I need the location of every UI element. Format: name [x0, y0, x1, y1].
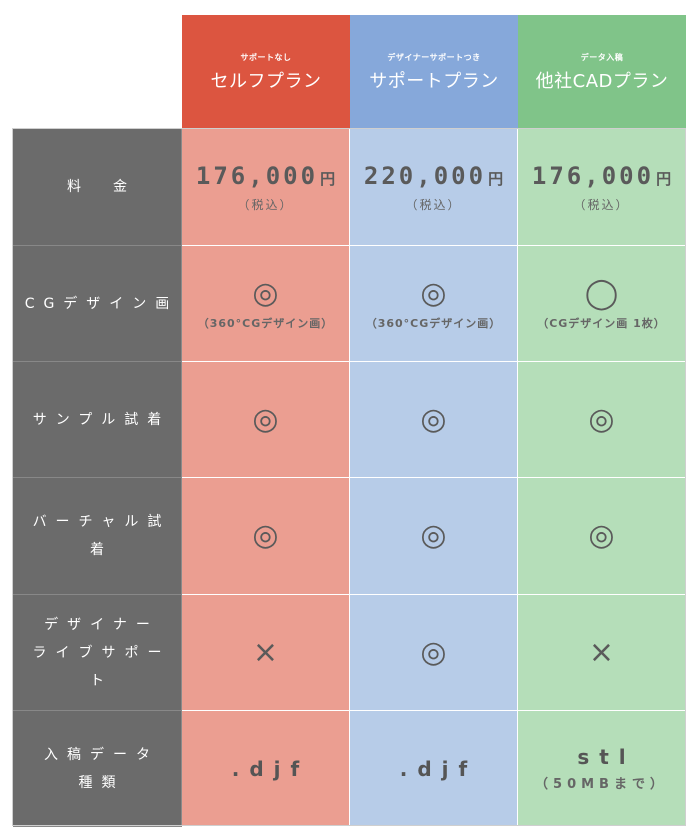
plan-header-sub: データ入稿: [580, 52, 624, 62]
double-circle-icon: ◎: [420, 518, 447, 553]
row-label-line1: デザイナー: [44, 616, 159, 633]
sample-cell-support: ◎: [350, 362, 518, 478]
row-label-text: サンプル試着: [32, 411, 171, 428]
file-size-note: （50MBまで）: [535, 777, 668, 792]
virtual-cell-self: ◎: [182, 478, 350, 595]
virtual-cell-support: ◎: [350, 478, 518, 595]
plan-header-name: サポートプラン: [369, 70, 499, 92]
price-amount: 176,000 円: [196, 162, 335, 190]
price-tax-note: （税込）: [573, 197, 630, 212]
cg-note: （360°CGデザイン画）: [197, 316, 334, 330]
row-label-text: バーチャル試着: [32, 514, 171, 558]
row-label-text: 料 金: [67, 179, 136, 195]
row-label-file: 入稿データ 種類: [13, 711, 182, 827]
double-circle-icon: ◎: [252, 275, 279, 311]
plan-header-name: セルフプラン: [210, 70, 322, 92]
price-unit: 円: [656, 169, 672, 188]
row-label-line1: 入稿データ: [44, 746, 159, 763]
price-unit: 円: [488, 169, 504, 188]
price-value: 176,000: [195, 161, 319, 190]
price-tax-note: （税込）: [405, 197, 462, 212]
cg-cell-cad: ◯ （CGデザイン画 1枚）: [518, 246, 686, 362]
price-unit: 円: [320, 169, 336, 188]
cg-note: （CGデザイン画 1枚）: [537, 316, 666, 330]
double-circle-icon: ◎: [252, 401, 279, 437]
plan-header-cad: データ入稿 他社CADプラン: [518, 15, 686, 129]
double-circle-icon: ◎: [420, 401, 447, 437]
plan-header-self: サポートなし セルフプラン: [182, 15, 350, 129]
price-tax-note: （税込）: [237, 197, 294, 212]
cg-note: （360°CGデザイン画）: [365, 316, 502, 330]
cross-icon: ×: [252, 634, 279, 670]
plan-header-sub: デザイナーサポートつき: [387, 52, 481, 62]
price-value: 220,000: [363, 161, 487, 190]
row-label-cg: CGデザイン画: [13, 246, 182, 362]
row-label-sample: サンプル試着: [13, 362, 182, 478]
file-cell-cad: stl （50MBまで）: [518, 711, 686, 827]
row-label-price: 料 金: [13, 129, 182, 246]
row-label-line2: ライブサポート: [32, 644, 171, 689]
file-type: .djf: [231, 756, 310, 781]
double-circle-icon: ◎: [588, 401, 615, 437]
row-label-line2: 種類: [78, 774, 125, 791]
price-cell-cad: 176,000 円 （税込）: [518, 129, 686, 246]
plan-header-name: 他社CADプラン: [535, 70, 669, 92]
double-circle-icon: ◎: [420, 275, 447, 311]
circle-icon: ◯: [584, 275, 619, 311]
cross-icon: ×: [588, 634, 615, 670]
cg-cell-support: ◎ （360°CGデザイン画）: [350, 246, 518, 362]
file-cell-support: .djf: [350, 711, 518, 827]
plan-header-support: デザイナーサポートつき サポートプラン: [350, 15, 518, 129]
designer-cell-support: ◎: [350, 595, 518, 711]
price-cell-self: 176,000 円 （税込）: [182, 129, 350, 246]
designer-cell-cad: ×: [518, 595, 686, 711]
file-type: stl: [577, 745, 636, 769]
price-amount: 176,000 円: [532, 162, 671, 190]
double-circle-icon: ◎: [252, 518, 279, 553]
file-type: .djf: [399, 756, 478, 781]
price-value: 176,000: [531, 161, 655, 190]
plan-header-sub: サポートなし: [240, 52, 292, 62]
row-label-designer: デザイナー ライブサポート: [13, 595, 182, 711]
price-amount: 220,000 円: [364, 162, 503, 190]
cg-cell-self: ◎ （360°CGデザイン画）: [182, 246, 350, 362]
designer-cell-self: ×: [182, 595, 350, 711]
sample-cell-self: ◎: [182, 362, 350, 478]
row-label-virtual: バーチャル試着: [13, 478, 182, 595]
virtual-cell-cad: ◎: [518, 478, 686, 595]
sample-cell-cad: ◎: [518, 362, 686, 478]
price-cell-support: 220,000 円 （税込）: [350, 129, 518, 246]
double-circle-icon: ◎: [420, 634, 447, 670]
file-cell-self: .djf: [182, 711, 350, 827]
double-circle-icon: ◎: [588, 518, 615, 553]
row-label-text: CGデザイン画: [24, 295, 179, 312]
